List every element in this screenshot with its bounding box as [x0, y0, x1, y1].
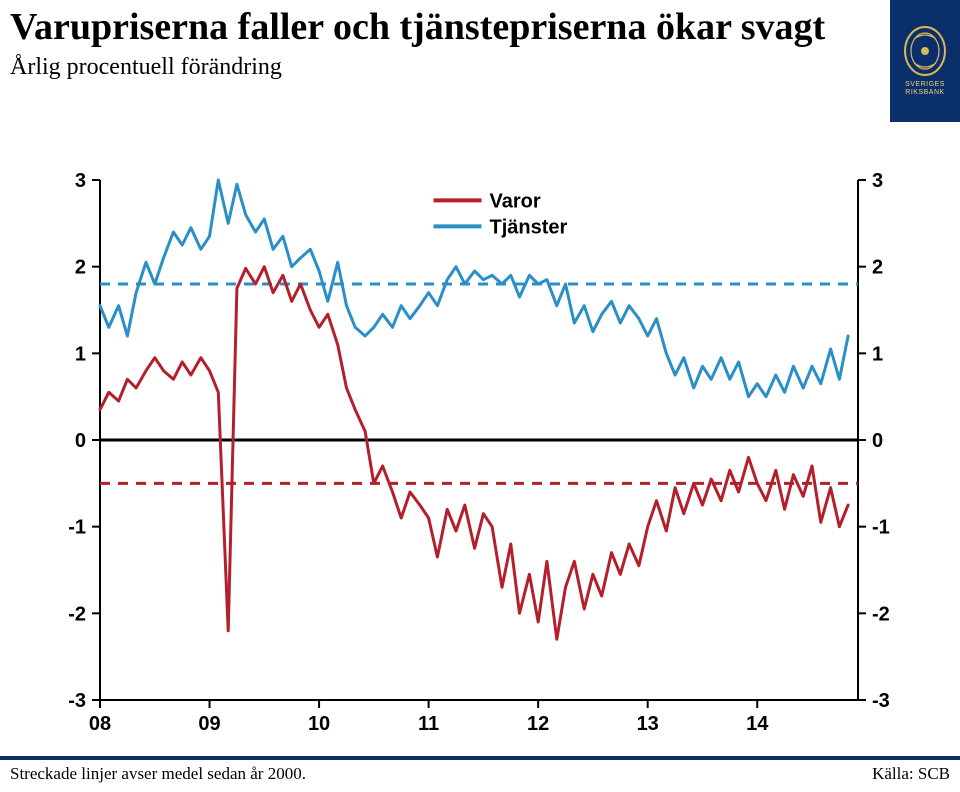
legend-label: Varor	[490, 190, 541, 212]
y-tick-label-right: 0	[872, 430, 883, 452]
legend-label: Tjänster	[490, 216, 568, 238]
y-tick-label: -2	[68, 603, 86, 625]
x-tick-label: 14	[746, 713, 769, 730]
y-tick-label-right: 3	[872, 170, 883, 192]
y-tick-label: 0	[75, 430, 86, 452]
footer-note: Streckade linjer avser medel sedan år 20…	[10, 764, 306, 784]
logo-text-line2: RIKSBANK	[905, 89, 944, 96]
line-chart: 33221100-1-1-2-2-3-308091011121314VarorT…	[56, 170, 906, 730]
y-tick-label: 1	[75, 343, 86, 365]
y-tick-label-right: 2	[872, 257, 883, 279]
series-varor	[100, 267, 848, 640]
crest-icon	[902, 25, 948, 77]
x-tick-label: 08	[89, 713, 111, 730]
logo-text-line1: SVERIGES	[905, 81, 945, 88]
y-tick-label-right: -3	[872, 690, 890, 712]
y-tick-label-right: -2	[872, 603, 890, 625]
chart-container: 33221100-1-1-2-2-3-308091011121314VarorT…	[56, 170, 906, 735]
series-tjanster	[100, 180, 848, 397]
y-tick-label: 3	[75, 170, 86, 192]
y-tick-label-right: -1	[872, 517, 890, 539]
x-tick-label: 11	[418, 713, 439, 730]
y-tick-label: 2	[75, 257, 86, 279]
footer-source: Källa: SCB	[872, 764, 950, 784]
y-tick-label: -1	[68, 517, 86, 539]
footer-rule	[0, 756, 960, 760]
x-tick-label: 13	[637, 713, 659, 730]
page-title: Varupriserna faller och tjänstepriserna …	[10, 6, 870, 50]
x-tick-label: 12	[527, 713, 549, 730]
y-tick-label: -3	[68, 690, 86, 712]
header: Varupriserna faller och tjänstepriserna …	[10, 6, 870, 81]
footer: Streckade linjer avser medel sedan år 20…	[0, 756, 960, 786]
x-tick-label: 09	[198, 713, 220, 730]
y-tick-label-right: 1	[872, 343, 883, 365]
x-tick-label: 10	[308, 713, 330, 730]
page-subtitle: Årlig procentuell förändring	[10, 54, 870, 81]
riksbank-logo: SVERIGES RIKSBANK	[890, 0, 960, 122]
